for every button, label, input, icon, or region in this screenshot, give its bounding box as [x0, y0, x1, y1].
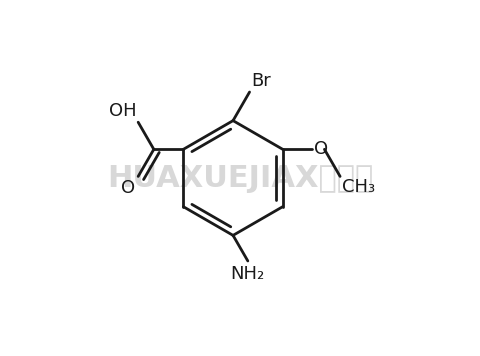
Text: O: O: [121, 179, 135, 197]
Text: Br: Br: [252, 72, 271, 90]
Text: OH: OH: [109, 103, 136, 120]
Text: O: O: [314, 140, 328, 158]
Text: NH₂: NH₂: [231, 265, 265, 283]
Text: CH₃: CH₃: [342, 178, 375, 196]
Text: HUAXUEJIAX化学加: HUAXUEJIAX化学加: [107, 163, 373, 193]
